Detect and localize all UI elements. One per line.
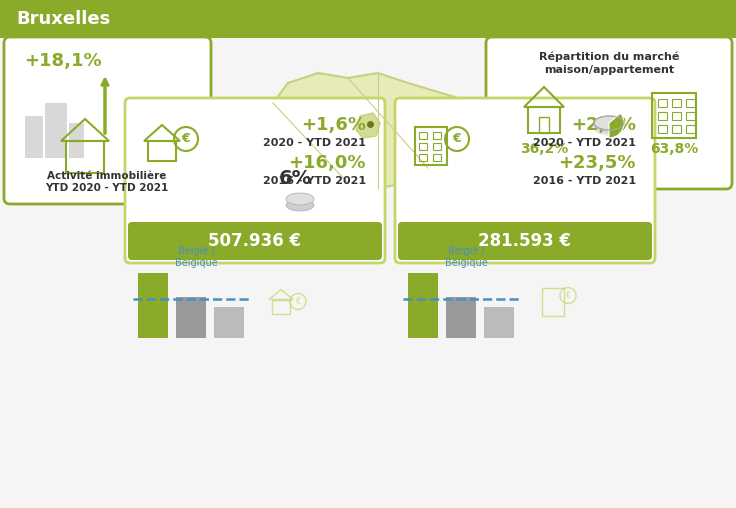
Text: Activité immobilière: Activité immobilière [47,171,166,181]
Bar [433,143,441,150]
Bar [408,273,438,338]
Wedge shape [609,113,624,138]
Bar [214,307,244,338]
Bar [433,132,441,139]
Text: 2016 - YTD 2021: 2016 - YTD 2021 [533,176,636,186]
Text: 281.593 €: 281.593 € [478,232,571,250]
Bar [484,307,514,338]
Bar [419,154,427,161]
FancyBboxPatch shape [395,98,655,263]
Text: 6%: 6% [278,169,311,187]
Bar [658,125,667,133]
Bar [528,107,560,133]
Bar [66,141,104,173]
FancyBboxPatch shape [4,37,211,204]
Bar [419,132,427,139]
Ellipse shape [594,120,624,134]
Bar [658,112,667,120]
Text: €: € [182,133,191,145]
FancyBboxPatch shape [125,98,385,263]
Bar [672,99,681,107]
Ellipse shape [594,116,624,130]
Bar [69,123,84,158]
Text: +1,6%: +1,6% [301,116,366,134]
Bar [0,0,736,38]
Text: +18,1%: +18,1% [24,52,102,70]
Bar [446,297,476,338]
Bar [138,273,168,338]
Ellipse shape [594,117,624,131]
Bar [272,300,290,313]
Bar [686,112,695,120]
Text: +2,5%: +2,5% [571,116,636,134]
Text: maison/appartement: maison/appartement [544,65,674,75]
Bar [433,154,441,161]
Text: België /
Belgique: België / Belgique [175,246,218,268]
FancyBboxPatch shape [398,222,652,260]
Bar [658,99,667,107]
Polygon shape [356,113,380,138]
Text: €: € [453,133,461,145]
Text: €: € [565,291,570,300]
Ellipse shape [594,119,624,133]
Text: 2016 - YTD 2021: 2016 - YTD 2021 [263,176,366,186]
Text: 2020 - YTD 2021: 2020 - YTD 2021 [533,138,636,148]
Bar [672,112,681,120]
FancyBboxPatch shape [486,37,732,189]
Bar [25,116,43,158]
Bar [415,127,447,165]
Bar [150,113,168,158]
Ellipse shape [594,121,624,135]
Ellipse shape [594,118,624,132]
Bar [539,117,549,133]
Text: 63,8%: 63,8% [650,142,698,156]
Bar [542,288,564,315]
Text: +16,0%: +16,0% [289,154,366,172]
FancyBboxPatch shape [128,222,382,260]
Text: YTD 2020 - YTD 2021: YTD 2020 - YTD 2021 [46,183,169,193]
Text: Bruxelles: Bruxelles [16,10,110,28]
Text: Répartition du marché: Répartition du marché [539,52,679,62]
Text: 36,2%: 36,2% [520,142,568,156]
Bar [686,125,695,133]
Text: +23,5%: +23,5% [559,154,636,172]
Bar [148,141,176,161]
Text: 2020 - YTD 2021: 2020 - YTD 2021 [263,138,366,148]
Bar [176,297,206,338]
Bar [672,125,681,133]
Text: België /
Belgique: België / Belgique [445,246,488,268]
Bar [652,93,696,138]
Ellipse shape [286,193,314,205]
Polygon shape [273,73,463,188]
Bar [170,108,192,158]
Bar [419,143,427,150]
Bar [45,103,67,158]
Ellipse shape [594,122,624,136]
Text: 507.936 €: 507.936 € [208,232,302,250]
Text: €: € [295,297,301,306]
Ellipse shape [286,199,314,211]
Bar [686,99,695,107]
